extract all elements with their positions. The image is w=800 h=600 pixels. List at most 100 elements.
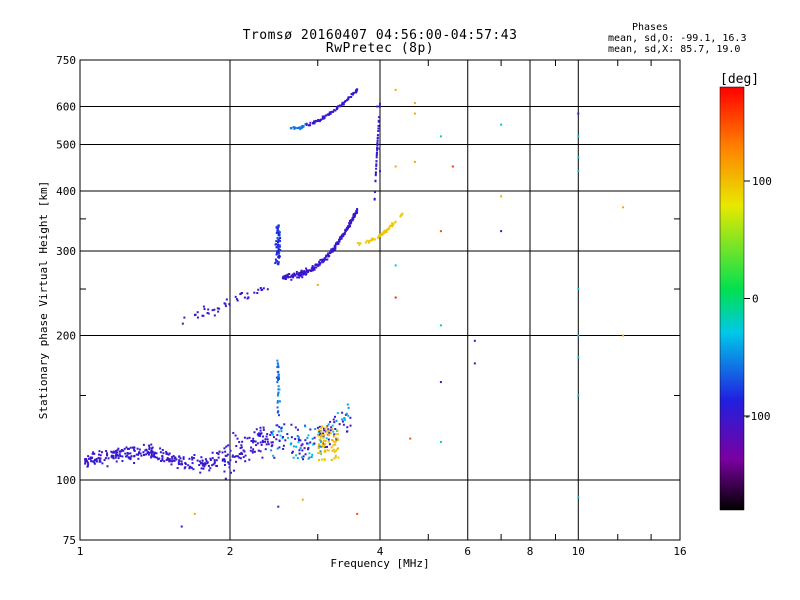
data-point [276, 366, 279, 369]
data-point [172, 459, 175, 462]
data-point [277, 370, 280, 373]
data-point [355, 89, 358, 92]
data-point [93, 461, 96, 464]
data-point [117, 454, 120, 457]
data-point [190, 456, 193, 459]
data-point [239, 447, 242, 450]
data-point [234, 434, 237, 437]
data-point [319, 426, 322, 429]
data-point [305, 122, 308, 125]
data-point [324, 442, 327, 445]
data-point [276, 401, 279, 404]
data-point [394, 220, 397, 223]
data-point [311, 437, 314, 440]
data-point [337, 438, 340, 441]
data-point [139, 452, 142, 455]
data-point [198, 464, 201, 467]
data-point [117, 457, 120, 460]
data-point [323, 258, 326, 261]
data-point [303, 447, 306, 450]
phase-colorbar: [deg] -100 0 100 [719, 72, 772, 511]
data-point [272, 436, 275, 439]
data-point [375, 163, 378, 166]
data-point [280, 427, 283, 430]
data-point [333, 109, 336, 112]
data-point [277, 391, 280, 394]
data-point [354, 91, 357, 94]
data-point [301, 270, 304, 273]
data-point [375, 153, 378, 156]
data-point [84, 458, 87, 461]
data-point [246, 297, 249, 300]
data-point [204, 463, 207, 466]
data-point [319, 436, 322, 439]
data-point [277, 261, 280, 264]
data-point [375, 156, 378, 159]
data-point [235, 455, 238, 458]
data-point [114, 456, 117, 459]
plot-frame [79, 59, 681, 541]
data-point [319, 452, 322, 455]
data-point [473, 339, 476, 342]
data-point [182, 457, 185, 460]
data-point [136, 447, 139, 450]
data-point [201, 459, 204, 462]
data-point [187, 464, 190, 467]
data-point [377, 127, 380, 130]
data-point [259, 441, 262, 444]
data-point [327, 440, 330, 443]
data-point [333, 248, 336, 251]
data-point [224, 450, 227, 453]
data-point [145, 453, 148, 456]
data-point [622, 206, 625, 209]
data-point [278, 388, 281, 391]
data-point [295, 272, 298, 275]
data-point [99, 457, 102, 460]
data-point [296, 434, 299, 437]
data-point [167, 453, 170, 456]
data-point [379, 170, 381, 173]
data-point [194, 313, 197, 316]
data-point [322, 435, 325, 438]
data-point [188, 457, 191, 460]
data-point [394, 88, 397, 91]
data-point [310, 456, 313, 459]
data-point [276, 251, 279, 254]
data-point [302, 273, 305, 276]
data-point [473, 362, 476, 365]
data-point [259, 433, 262, 436]
data-point [352, 213, 355, 216]
data-point [235, 444, 238, 447]
data-point [146, 451, 149, 454]
data-point [277, 414, 280, 417]
data-point [296, 276, 299, 279]
data-point [332, 430, 335, 433]
data-point [177, 461, 180, 464]
data-point [331, 438, 334, 441]
data-point [254, 440, 257, 443]
data-point [376, 137, 379, 140]
data-point [290, 275, 293, 278]
data-point [337, 447, 340, 450]
data-point [277, 393, 280, 396]
data-point [215, 464, 218, 467]
data-point [324, 427, 327, 430]
data-point [90, 460, 93, 463]
data-point [280, 430, 283, 433]
data-point [350, 95, 353, 98]
data-point [127, 447, 130, 450]
data-point [347, 96, 350, 99]
data-point [272, 454, 275, 457]
data-point [377, 129, 380, 132]
data-point [375, 154, 378, 157]
data-point [321, 260, 324, 263]
x-tick-label: 2 [227, 545, 234, 558]
data-point [317, 119, 320, 122]
data-point [276, 230, 279, 233]
data-point [289, 276, 292, 279]
data-point [277, 364, 280, 367]
data-point [391, 222, 394, 225]
data-point [289, 127, 292, 130]
data-point [290, 436, 293, 439]
data-point [338, 105, 341, 108]
